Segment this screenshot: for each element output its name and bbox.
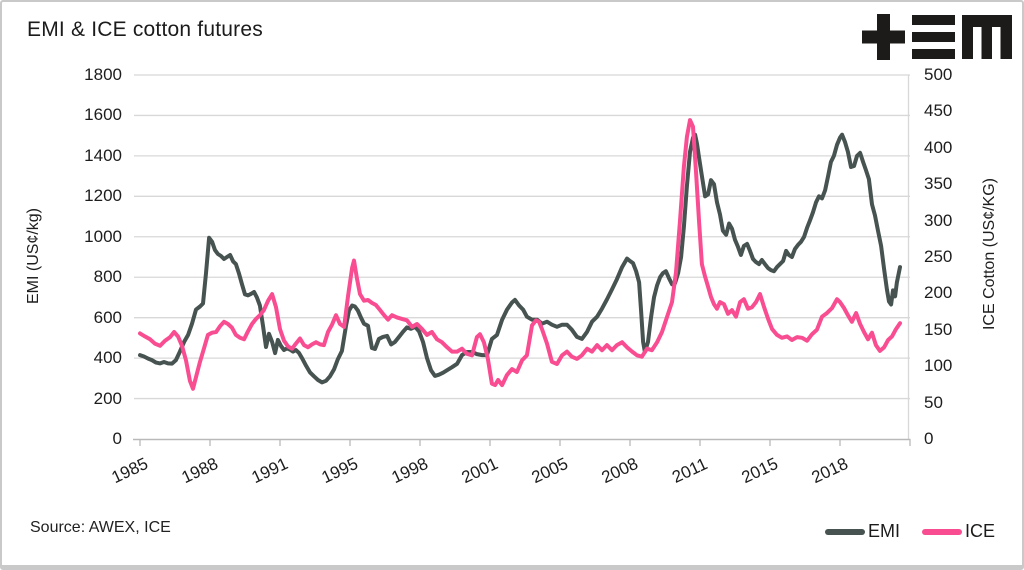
left-axis-tick-label: 600 — [93, 307, 122, 327]
series-line-emi — [138, 132, 902, 385]
legend: EMI ICE — [824, 521, 995, 542]
right-axis-tick-label: 250 — [924, 247, 953, 266]
logo-plus-glyph — [862, 14, 905, 60]
right-axis-title: ICE Cotton (US¢/KG) — [981, 177, 998, 331]
tem-logo-graphic — [862, 14, 1012, 60]
tem-logo — [862, 14, 1012, 60]
left-axis-tick-label: 0 — [112, 429, 122, 448]
left-axis-title: EMI (US¢/kg) — [25, 208, 42, 305]
left-axis-tick-label: 1600 — [84, 105, 122, 125]
left-axis-tick-label: 400 — [93, 348, 122, 368]
right-axis-tick-label: 150 — [924, 319, 953, 339]
legend-item-emi: EMI — [824, 521, 900, 542]
right-axis-tick-label: 450 — [924, 101, 953, 121]
left-axis-tick-label: 1400 — [84, 145, 122, 165]
left-axis-tick-label: 1000 — [84, 226, 122, 246]
legend-label-emi: EMI — [867, 521, 900, 541]
left-axis-tick-label: 800 — [93, 267, 122, 287]
logo-bars-glyph — [912, 15, 955, 59]
legend-swatch-ice — [921, 528, 962, 535]
source-note: Source: AWEX, ICE — [30, 519, 171, 536]
logo-m-glyph — [962, 15, 1012, 59]
legend-swatch-emi — [824, 528, 865, 535]
series-line-ice — [138, 118, 902, 391]
right-axis-tick-label: 350 — [924, 174, 953, 194]
left-axis-tick-label: 1800 — [84, 65, 122, 84]
legend-label-ice: ICE — [964, 521, 995, 541]
right-axis-tick-label: 500 — [924, 65, 953, 84]
left-axis-tick-label: 200 — [93, 388, 122, 408]
left-axis-tick-label: 1200 — [84, 186, 122, 206]
right-axis-tick-label: 400 — [924, 137, 953, 157]
chart-title: EMI & ICE cotton futures — [27, 18, 263, 41]
right-axis-tick-label: 50 — [924, 392, 943, 412]
right-axis-tick-label: 300 — [924, 210, 953, 230]
right-axis-tick-label: 200 — [924, 283, 953, 303]
legend-item-ice: ICE — [921, 521, 995, 542]
right-axis-tick-label: 0 — [924, 429, 934, 448]
right-axis-tick-label: 100 — [924, 356, 953, 376]
